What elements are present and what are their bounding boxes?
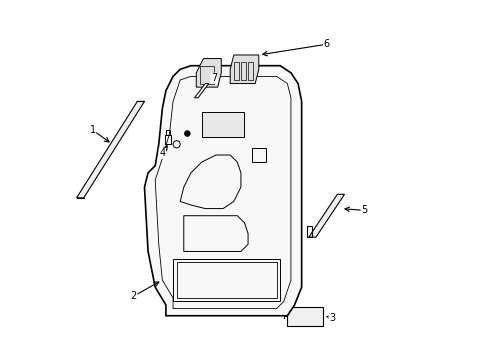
Bar [241,62,246,80]
Text: 4: 4 [159,148,165,158]
Bar [251,148,265,162]
Polygon shape [230,55,258,84]
Polygon shape [144,66,301,316]
Circle shape [184,131,190,136]
Bar [165,130,169,135]
Polygon shape [194,84,208,98]
Text: 5: 5 [360,205,366,215]
Bar [247,62,253,80]
Polygon shape [77,102,144,198]
Text: 3: 3 [328,312,334,323]
Text: 2: 2 [130,291,137,301]
Polygon shape [308,194,344,237]
Bar [233,62,239,80]
Polygon shape [196,59,221,87]
Text: 7: 7 [211,73,217,83]
Bar [287,307,323,327]
Text: 6: 6 [323,39,329,49]
Bar [201,112,244,137]
Text: 1: 1 [89,125,96,135]
Bar [176,262,276,298]
Bar [200,66,214,84]
Bar [306,226,312,237]
Bar [164,135,170,144]
